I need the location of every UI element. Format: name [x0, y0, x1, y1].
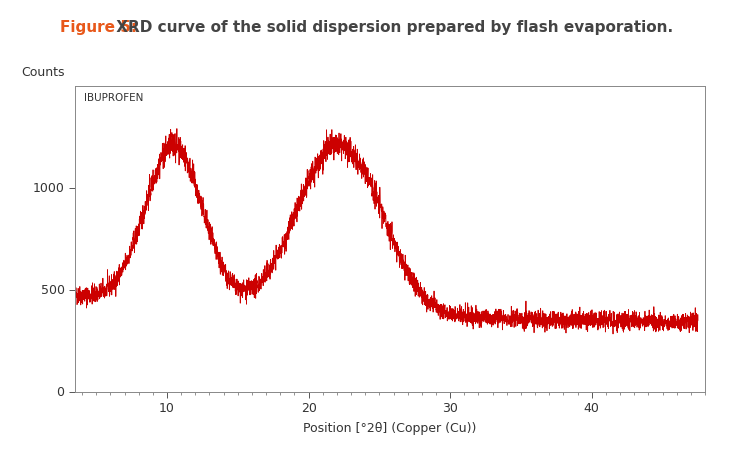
X-axis label: Position [°2θ] (Copper (Cu)): Position [°2θ] (Copper (Cu)) — [303, 422, 477, 435]
Text: Figure 5:: Figure 5: — [60, 20, 137, 35]
Text: XRD curve of the solid dispersion prepared by flash evaporation.: XRD curve of the solid dispersion prepar… — [111, 20, 674, 35]
Text: Counts: Counts — [22, 67, 65, 79]
Text: IBUPROFEN: IBUPROFEN — [85, 93, 144, 103]
